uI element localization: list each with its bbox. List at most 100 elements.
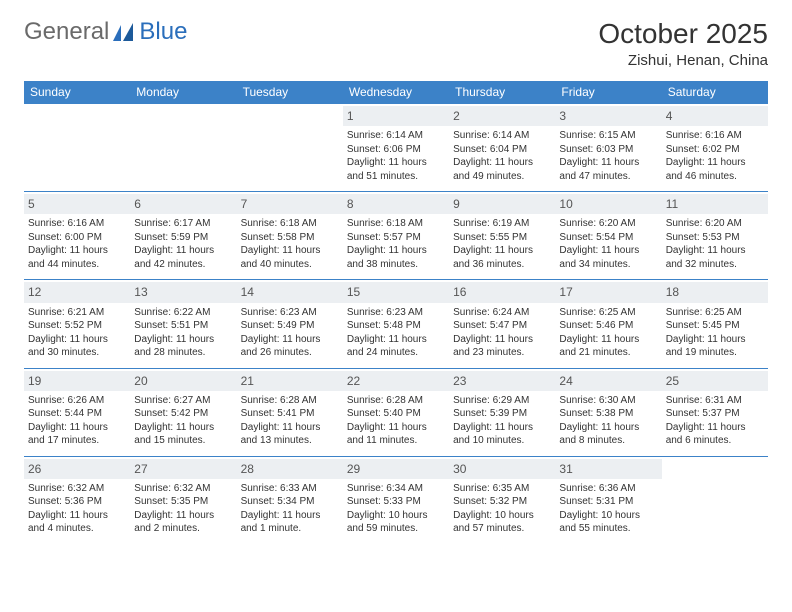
sunrise-line: Sunrise: 6:35 AM [453, 482, 551, 496]
day-number: 5 [24, 194, 130, 214]
daylight-line: Daylight: 10 hours and 57 minutes. [453, 509, 551, 536]
day-number: 3 [555, 106, 661, 126]
daylight-line: Daylight: 11 hours and 19 minutes. [666, 333, 764, 360]
calendar-day-cell: 1Sunrise: 6:14 AMSunset: 6:06 PMDaylight… [343, 104, 449, 192]
calendar-day-cell: 15Sunrise: 6:23 AMSunset: 5:48 PMDayligh… [343, 280, 449, 368]
day-info: Sunrise: 6:18 AMSunset: 5:57 PMDaylight:… [347, 217, 445, 271]
sunrise-line: Sunrise: 6:14 AM [453, 129, 551, 143]
calendar-day-cell: 27Sunrise: 6:32 AMSunset: 5:35 PMDayligh… [130, 456, 236, 544]
sunset-line: Sunset: 6:06 PM [347, 143, 445, 157]
calendar-day-cell: 11 Sunrise: 6:20 AMSunset: 5:53 PMDayligh… [662, 192, 768, 280]
day-number: 27 [130, 459, 236, 479]
daylight-line: Daylight: 11 hours and 34 minutes. [559, 244, 657, 271]
sunrise-line: Sunrise: 6:34 AM [347, 482, 445, 496]
day-number: 23 [449, 371, 555, 391]
day-number: 10 [555, 194, 661, 214]
day-number: 4 [662, 106, 768, 126]
calendar-day-cell: 24Sunrise: 6:30 AMSunset: 5:38 PMDayligh… [555, 368, 661, 456]
day-info: Sunrise: 6:22 AMSunset: 5:51 PMDaylight:… [134, 306, 232, 360]
daylight-line: Daylight: 11 hours and 26 minutes. [241, 333, 339, 360]
day-number: 31 [555, 459, 661, 479]
calendar-day-cell: 2Sunrise: 6:14 AMSunset: 6:04 PMDaylight… [449, 104, 555, 192]
day-info: Sunrise: 6:16 AMSunset: 6:02 PMDaylight:… [666, 129, 764, 183]
day-info: Sunrise: 6:16 AMSunset: 6:00 PMDaylight:… [28, 217, 126, 271]
sunrise-line: Sunrise: 6:25 AM [559, 306, 657, 320]
calendar-day-cell [130, 104, 236, 192]
sunrise-line: Sunrise: 6:30 AM [559, 394, 657, 408]
daylight-line: Daylight: 11 hours and 4 minutes. [28, 509, 126, 536]
sunset-line: Sunset: 5:33 PM [347, 495, 445, 509]
sunrise-line: Sunrise: 6:19 AM [453, 217, 551, 231]
sunrise-line: Sunrise: 6:20 AM [666, 217, 764, 231]
sunrise-line: Sunrise: 6:25 AM [666, 306, 764, 320]
day-info: Sunrise: 6:29 AMSunset: 5:39 PMDaylight:… [453, 394, 551, 448]
sunrise-line: Sunrise: 6:32 AM [28, 482, 126, 496]
sunset-line: Sunset: 5:49 PM [241, 319, 339, 333]
sunset-line: Sunset: 5:44 PM [28, 407, 126, 421]
calendar-day-cell: 4 Sunrise: 6:16 AMSunset: 6:02 PMDaylight… [662, 104, 768, 192]
sunrise-line: Sunrise: 6:28 AM [241, 394, 339, 408]
day-info: Sunrise: 6:26 AMSunset: 5:44 PMDaylight:… [28, 394, 126, 448]
calendar-day-cell: 5 Sunrise: 6:16 AMSunset: 6:00 PMDaylight… [24, 192, 130, 280]
sunrise-line: Sunrise: 6:32 AM [134, 482, 232, 496]
sunrise-line: Sunrise: 6:17 AM [134, 217, 232, 231]
sunset-line: Sunset: 5:58 PM [241, 231, 339, 245]
sunset-line: Sunset: 5:48 PM [347, 319, 445, 333]
calendar-day-cell: 12Sunrise: 6:21 AMSunset: 5:52 PMDayligh… [24, 280, 130, 368]
calendar-day-cell: 10 Sunrise: 6:20 AMSunset: 5:54 PMDayligh… [555, 192, 661, 280]
daylight-line: Daylight: 10 hours and 55 minutes. [559, 509, 657, 536]
day-info: Sunrise: 6:18 AMSunset: 5:58 PMDaylight:… [241, 217, 339, 271]
sunrise-line: Sunrise: 6:27 AM [134, 394, 232, 408]
sunset-line: Sunset: 5:45 PM [666, 319, 764, 333]
sunrise-line: Sunrise: 6:23 AM [347, 306, 445, 320]
sunrise-line: Sunrise: 6:26 AM [28, 394, 126, 408]
location-subtitle: Zishui, Henan, China [598, 52, 768, 69]
calendar-week-row: 19Sunrise: 6:26 AMSunset: 5:44 PMDayligh… [24, 368, 768, 456]
sunset-line: Sunset: 5:38 PM [559, 407, 657, 421]
day-number: 2 [449, 106, 555, 126]
day-header: Sunday [24, 81, 130, 104]
sunset-line: Sunset: 5:54 PM [559, 231, 657, 245]
title-block: October 2025 Zishui, Henan, China [598, 18, 768, 69]
daylight-line: Daylight: 11 hours and 17 minutes. [28, 421, 126, 448]
day-info: Sunrise: 6:27 AMSunset: 5:42 PMDaylight:… [134, 394, 232, 448]
day-info: Sunrise: 6:23 AMSunset: 5:49 PMDaylight:… [241, 306, 339, 360]
sunrise-line: Sunrise: 6:20 AM [559, 217, 657, 231]
day-info: Sunrise: 6:23 AMSunset: 5:48 PMDaylight:… [347, 306, 445, 360]
day-header: Friday [555, 81, 661, 104]
day-number: 18 [662, 282, 768, 302]
sunset-line: Sunset: 5:52 PM [28, 319, 126, 333]
daylight-line: Daylight: 11 hours and 6 minutes. [666, 421, 764, 448]
daylight-line: Daylight: 11 hours and 32 minutes. [666, 244, 764, 271]
daylight-line: Daylight: 11 hours and 44 minutes. [28, 244, 126, 271]
sunset-line: Sunset: 6:03 PM [559, 143, 657, 157]
sunrise-line: Sunrise: 6:18 AM [347, 217, 445, 231]
day-number: 29 [343, 459, 449, 479]
calendar-day-cell [662, 456, 768, 544]
daylight-line: Daylight: 11 hours and 13 minutes. [241, 421, 339, 448]
day-header: Saturday [662, 81, 768, 104]
sunset-line: Sunset: 5:46 PM [559, 319, 657, 333]
daylight-line: Daylight: 11 hours and 2 minutes. [134, 509, 232, 536]
day-number: 13 [130, 282, 236, 302]
day-number: 25 [662, 371, 768, 391]
sunrise-line: Sunrise: 6:14 AM [347, 129, 445, 143]
day-number: 30 [449, 459, 555, 479]
calendar-day-cell: 3Sunrise: 6:15 AMSunset: 6:03 PMDaylight… [555, 104, 661, 192]
day-info: Sunrise: 6:20 AMSunset: 5:53 PMDaylight:… [666, 217, 764, 271]
calendar-day-cell: 6Sunrise: 6:17 AMSunset: 5:59 PMDaylight… [130, 192, 236, 280]
daylight-line: Daylight: 11 hours and 49 minutes. [453, 156, 551, 183]
day-info: Sunrise: 6:21 AMSunset: 5:52 PMDaylight:… [28, 306, 126, 360]
sunset-line: Sunset: 5:40 PM [347, 407, 445, 421]
daylight-line: Daylight: 11 hours and 21 minutes. [559, 333, 657, 360]
day-number [237, 106, 343, 126]
day-number: 11 [662, 194, 768, 214]
sunset-line: Sunset: 5:39 PM [453, 407, 551, 421]
sunset-line: Sunset: 5:36 PM [28, 495, 126, 509]
sunrise-line: Sunrise: 6:22 AM [134, 306, 232, 320]
calendar-day-cell: 21Sunrise: 6:28 AMSunset: 5:41 PMDayligh… [237, 368, 343, 456]
day-number: 26 [24, 459, 130, 479]
day-number: 28 [237, 459, 343, 479]
sunset-line: Sunset: 5:37 PM [666, 407, 764, 421]
daylight-line: Daylight: 11 hours and 28 minutes. [134, 333, 232, 360]
